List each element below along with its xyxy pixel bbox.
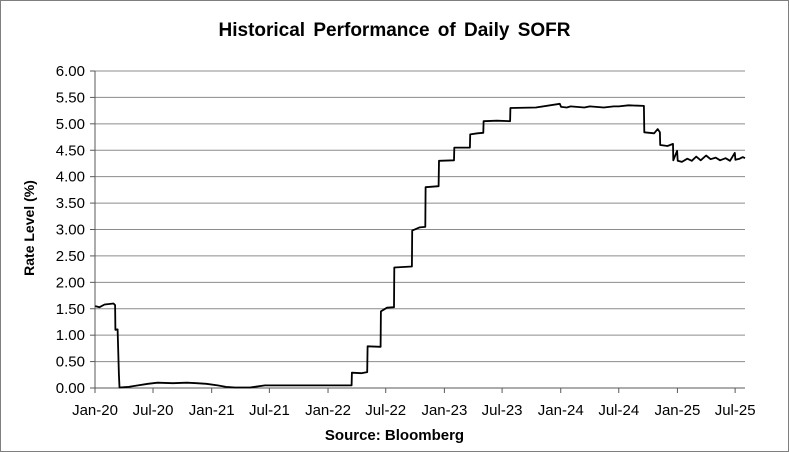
y-tick-label: 6.00 [56,63,85,80]
y-tick-label: 2.00 [56,274,85,291]
series-layer [95,102,746,389]
y-tick-label: 4.00 [56,169,85,186]
x-tick-label: Jan-21 [189,402,235,419]
y-tick-label: 0.00 [56,380,85,397]
x-tick-label: Jan-23 [421,402,467,419]
axes [90,70,745,393]
chart-title: Historical Performance of Daily SOFR [218,20,571,41]
y-tick-label: 0.50 [56,354,85,371]
y-tick-label: 3.50 [56,195,85,212]
y-tick-label: 3.00 [56,222,85,239]
x-tick-label: Jul-22 [365,402,406,419]
x-tick-label: Jan-24 [538,402,584,419]
sofr-series-line [95,102,746,389]
x-tick-label: Jul-24 [598,402,639,419]
gridlines [95,70,745,389]
y-tick-label: 5.00 [56,116,85,133]
x-tick-label: Jan-20 [72,402,118,419]
x-tick-label: Jul-20 [133,402,174,419]
x-tick-label: Jan-25 [654,402,700,419]
tick-labels: 0.00 0.50 1.00 1.50 2.00 2.50 3.00 3.50 4.00 4.50… [56,63,756,419]
y-tick-label: 2.50 [56,248,85,265]
y-tick-label: 1.50 [56,301,85,318]
x-tick-label: Jul-23 [482,402,523,419]
y-tick-label: 1.00 [56,327,85,344]
y-tick-label: 4.50 [56,142,85,159]
source-note: Source: Bloomberg [324,427,465,444]
x-tick-label: Jul-21 [249,402,290,419]
x-tick-label: Jul-25 [715,402,756,419]
x-tick-label: Jan-22 [305,402,351,419]
y-tick-label: 5.50 [56,89,85,106]
